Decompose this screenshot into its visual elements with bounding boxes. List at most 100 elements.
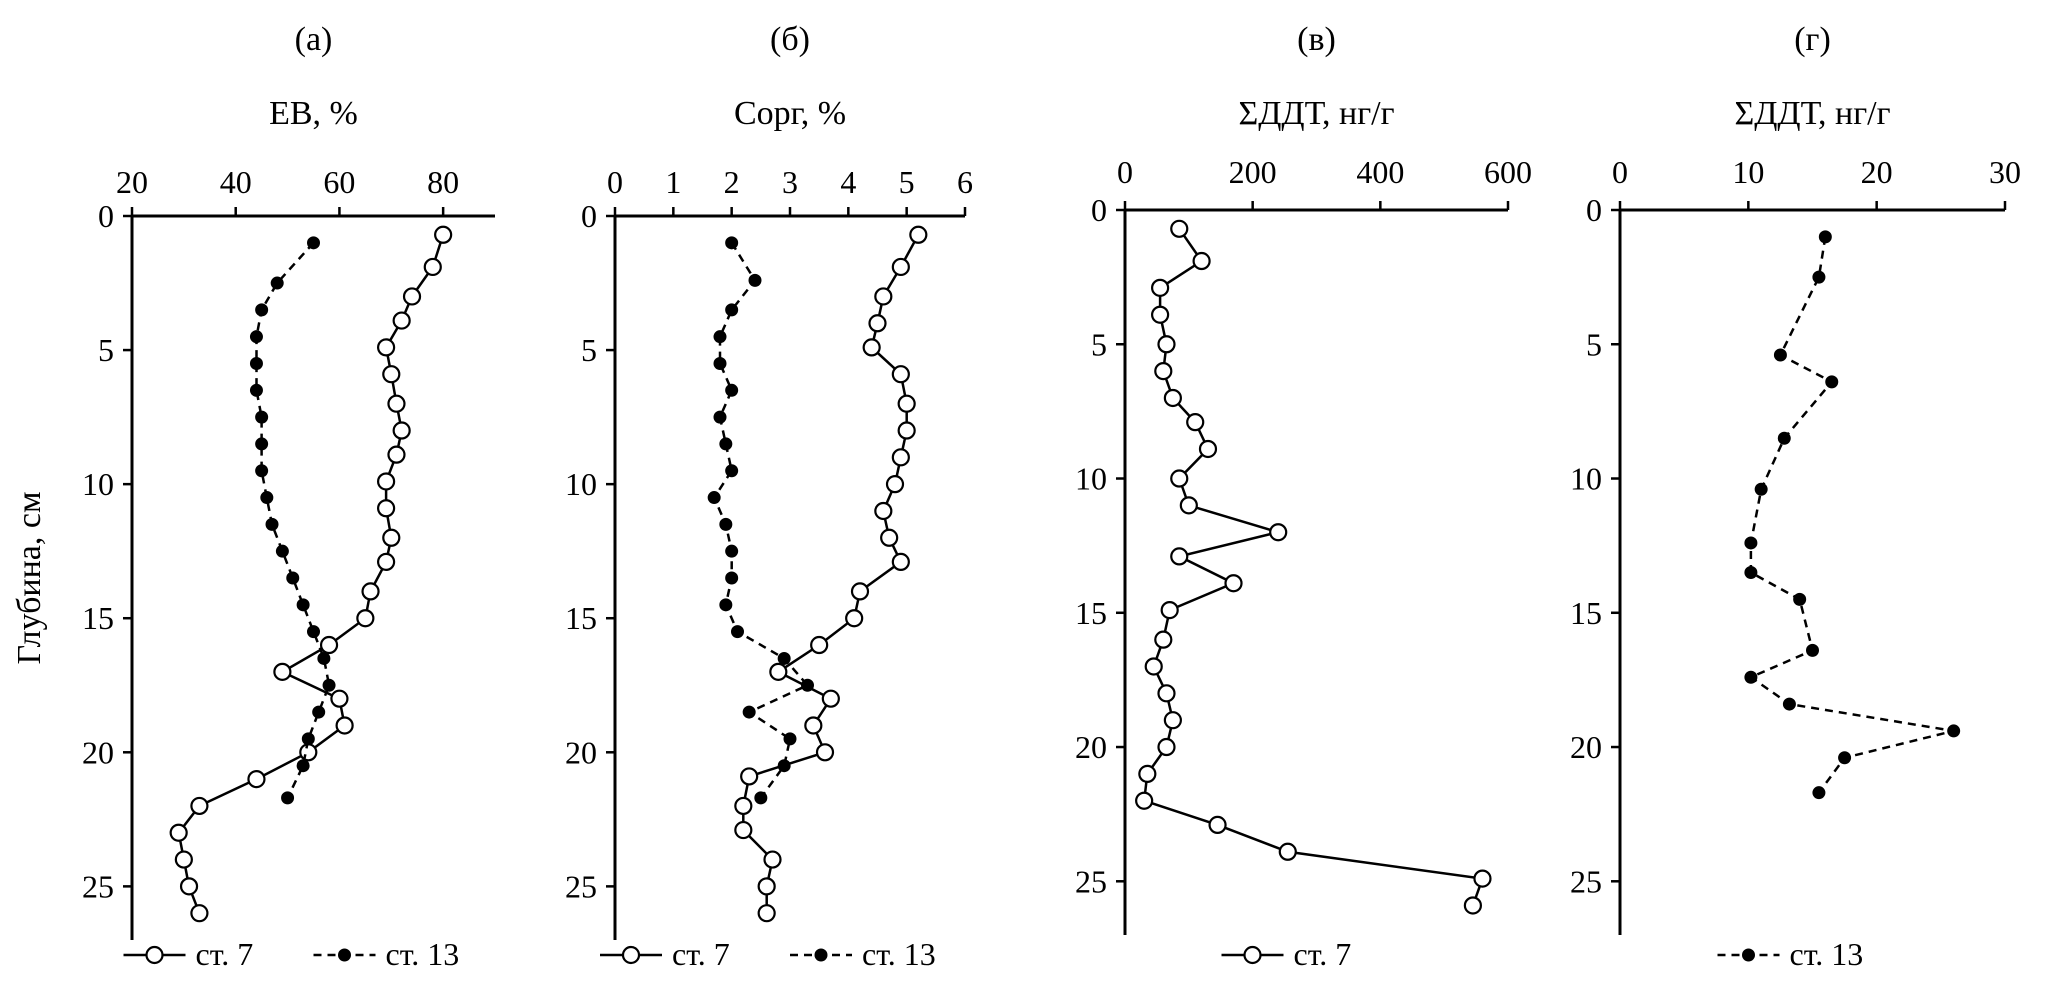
plot-area (169, 225, 453, 923)
data-point-st7 (1170, 469, 1189, 488)
x-tick-label: 200 (1229, 154, 1277, 190)
legend-label-st13: ст. 13 (1790, 936, 1864, 972)
data-point-st13 (801, 678, 814, 692)
data-point-st7 (1198, 439, 1218, 459)
data-point-st13 (719, 598, 733, 612)
data-point-st7 (1463, 896, 1482, 915)
data-point-st13 (1825, 375, 1839, 389)
data-point-st13 (322, 678, 336, 692)
data-point-st13 (1947, 724, 1961, 738)
legend-marker-st13 (338, 948, 351, 962)
series-line-st7 (1142, 228, 1485, 906)
data-point-st13 (719, 517, 733, 531)
data-point-st7 (763, 850, 782, 869)
data-point-st7 (382, 528, 401, 547)
data-point-st7 (897, 421, 916, 440)
y-tick-label: 5 (1586, 326, 1602, 362)
data-point-st7 (1151, 278, 1170, 297)
series-line-st7 (177, 234, 445, 914)
legend-marker-st13 (1742, 948, 1755, 962)
y-tick-label: 15 (82, 600, 114, 636)
axes (1618, 208, 2005, 935)
x-axis-label: ΣДДТ, нг/г (1734, 95, 1890, 132)
data-point-st13 (317, 651, 331, 665)
data-point-st7 (356, 609, 375, 628)
data-point-st7 (169, 823, 188, 842)
data-point-st13 (1838, 751, 1852, 765)
y-tick-label: 20 (1570, 729, 1602, 765)
y-tick-label: 15 (565, 600, 597, 636)
data-point-st7 (1151, 305, 1170, 324)
data-point-st13 (1818, 230, 1832, 244)
data-point-st13 (713, 410, 727, 424)
data-point-st7 (179, 877, 199, 896)
data-point-st7 (377, 499, 396, 518)
data-point-st13 (301, 732, 315, 746)
y-tick-label: 25 (82, 868, 114, 904)
x-axis-label: Сорг, % (734, 95, 846, 132)
data-point-st7 (247, 770, 266, 789)
data-point-st13 (255, 437, 269, 451)
data-point-st7 (757, 877, 776, 896)
data-point-st7 (377, 472, 396, 491)
y-ticks: 0 5 10 15 20 25 (82, 198, 132, 904)
x-tick-label: 0 (607, 164, 623, 200)
data-point-st7 (1179, 496, 1198, 515)
y-tick-label: 20 (1075, 729, 1107, 765)
data-point-st7 (891, 257, 910, 277)
data-point-st13 (307, 625, 320, 639)
panel-label: (а) (295, 21, 333, 58)
data-point-st13 (1744, 536, 1758, 550)
data-point-st13 (1744, 670, 1758, 684)
legend-label-st13: ст. 13 (862, 936, 936, 972)
data-point-st13 (260, 491, 274, 505)
data-point-st7 (1160, 600, 1179, 620)
data-point-st7 (335, 716, 354, 735)
data-point-st7 (734, 820, 753, 840)
data-point-st7 (891, 365, 910, 384)
y-ticks: 0 5 10 15 20 25 (1570, 192, 1620, 899)
data-point-st13 (1744, 566, 1758, 579)
legend-marker-st13 (814, 948, 828, 962)
data-point-st7 (862, 338, 881, 357)
data-point-st7 (1135, 791, 1154, 810)
data-point-st7 (821, 689, 840, 708)
data-point-st13 (777, 759, 791, 773)
data-point-st7 (1144, 657, 1163, 676)
data-point-st13 (1806, 643, 1819, 657)
data-point-st13 (719, 437, 733, 451)
data-point-st7 (891, 552, 910, 572)
data-point-st7 (1278, 842, 1297, 861)
data-point-st13 (307, 236, 320, 250)
data-point-st13 (281, 791, 295, 805)
data-point-st7 (897, 394, 916, 413)
data-point-st7 (1224, 574, 1243, 593)
x-tick-label: 60 (323, 164, 355, 200)
y-tick-label: 20 (565, 734, 597, 770)
data-point-st7 (190, 796, 209, 816)
data-point-st7 (174, 850, 193, 869)
data-point-st13 (296, 598, 310, 612)
data-point-st7 (319, 635, 339, 655)
data-point-st13 (731, 625, 744, 639)
y-ticks: 0 5 10 15 20 25 (565, 198, 615, 904)
data-point-st13 (1812, 786, 1826, 800)
data-point-st13 (249, 330, 263, 344)
y-tick-label: 5 (581, 332, 597, 368)
y-tick-label: 0 (1091, 192, 1107, 228)
plot-area (707, 225, 928, 923)
plot-area (1744, 230, 1961, 800)
data-point-st7 (874, 287, 893, 306)
data-point-st13 (725, 571, 739, 585)
y-tick-label: 5 (1091, 326, 1107, 362)
data-point-st13 (255, 303, 269, 317)
data-point-st7 (1208, 815, 1227, 835)
data-point-st7 (377, 552, 396, 572)
data-point-st13 (725, 544, 739, 558)
data-point-st7 (1157, 737, 1176, 757)
x-tick-label: 40 (220, 164, 252, 200)
data-point-st13 (713, 330, 727, 344)
x-ticks: 20 40 60 80 (116, 164, 459, 216)
axes (1123, 208, 1508, 935)
x-ticks: 0 1 2 3 4 5 6 (607, 164, 973, 216)
